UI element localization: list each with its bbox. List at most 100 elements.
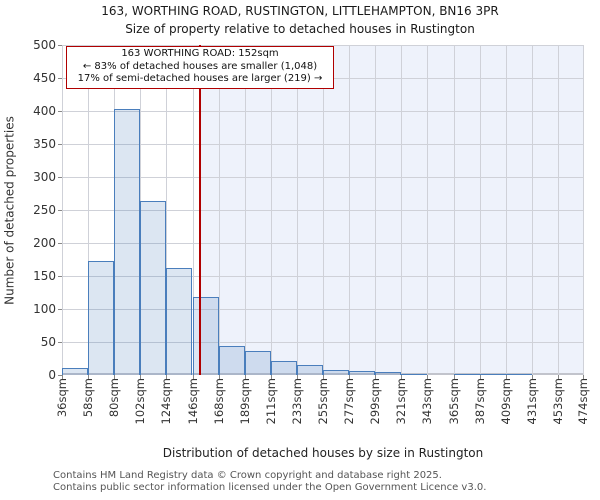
plot-area: 0 50 100 150 200 250 300 350 400 450 500 36sqm 58sqm… — [33, 38, 590, 424]
y-tick-label: 250 — [33, 203, 56, 217]
y-tick-mark — [58, 243, 62, 244]
histogram-bar — [375, 372, 402, 375]
x-gridline — [531, 45, 533, 375]
y-tick-mark — [58, 210, 62, 211]
histogram-bar — [88, 261, 115, 375]
x-tick-label: 80sqm — [107, 378, 122, 418]
x-tick-mark — [583, 375, 584, 379]
x-tick-label: 168sqm — [211, 378, 226, 425]
x-tick-mark — [323, 375, 324, 379]
x-tick-label: 453sqm — [550, 378, 565, 425]
x-tick-mark — [375, 375, 377, 379]
annotation-line-3: 17% of semi-detached houses are larger (… — [77, 73, 323, 85]
x-tick-mark — [192, 375, 194, 379]
x-tick-mark — [557, 375, 559, 379]
x-gridline — [270, 45, 272, 375]
x-gridline — [583, 45, 584, 375]
histogram-bar — [401, 373, 428, 375]
histogram-bar — [218, 345, 245, 375]
x-gridline — [218, 45, 220, 375]
y-tick-mark — [58, 177, 62, 178]
footer-line-1: Contains HM Land Registry data © Crown c… — [53, 470, 442, 481]
y-tick-mark — [58, 78, 62, 79]
chart-subtitle: Size of property relative to detached ho… — [125, 22, 475, 36]
x-gridline — [192, 45, 194, 375]
histogram-bar — [192, 297, 219, 375]
histogram-bar — [114, 109, 141, 375]
y-tick-label: 200 — [33, 236, 56, 250]
x-tick-mark — [114, 375, 116, 379]
y-tick-mark — [58, 375, 62, 376]
x-tick-label: 431sqm — [524, 378, 539, 425]
x-gridline — [296, 45, 298, 375]
annotation-box: 163 WORTHING ROAD: 152sqm ← 83% of detac… — [66, 46, 334, 89]
annotation-line-1: 163 WORTHING ROAD: 152sqm — [121, 48, 279, 59]
x-tick-mark — [453, 375, 455, 379]
x-tick-mark — [88, 375, 90, 379]
y-tick-mark — [58, 144, 62, 145]
chart-title: 163, WORTHING ROAD, RUSTINGTON, LITTLEHA… — [101, 4, 499, 18]
y-tick-mark — [58, 45, 62, 46]
x-tick-label: 277sqm — [342, 378, 357, 425]
x-tick-label: 58sqm — [81, 378, 96, 418]
x-tick-mark — [166, 375, 168, 379]
histogram-bar — [244, 351, 271, 375]
x-gridline — [349, 45, 351, 375]
x-gridline — [88, 45, 90, 375]
histogram-bar — [323, 369, 350, 375]
x-gridline — [62, 45, 63, 375]
y-tick-mark — [58, 342, 62, 343]
y-tick-label: 350 — [33, 137, 56, 151]
x-tick-mark — [218, 375, 220, 379]
x-gridline — [323, 45, 324, 375]
histogram-bar — [349, 371, 376, 375]
x-tick-mark — [427, 375, 429, 379]
x-tick-mark — [401, 375, 403, 379]
x-tick-label: 36sqm — [55, 378, 69, 418]
y-tick-mark — [58, 111, 62, 112]
x-tick-label: 102sqm — [133, 378, 148, 425]
y-tick-label: 150 — [33, 269, 56, 283]
x-tick-mark — [244, 375, 246, 379]
x-tick-label: 409sqm — [498, 378, 513, 425]
x-tick-label: 343sqm — [420, 378, 435, 425]
y-tick-label: 0 — [48, 368, 56, 382]
x-gridline — [375, 45, 377, 375]
x-gridline — [557, 45, 559, 375]
y-tick-label: 100 — [33, 302, 56, 316]
y-tick-label: 50 — [40, 335, 56, 349]
x-tick-mark — [531, 375, 533, 379]
x-tick-label: 255sqm — [316, 378, 330, 425]
histogram-bar — [479, 373, 506, 375]
annotation-line-2: ← 83% of detached houses are smaller (1,… — [82, 60, 318, 72]
y-tick-mark — [58, 309, 62, 310]
histogram-bar — [166, 268, 193, 375]
x-tick-label: 299sqm — [368, 378, 383, 425]
x-tick-label: 233sqm — [289, 378, 304, 425]
x-tick-mark — [270, 375, 272, 379]
histogram-bar — [62, 367, 89, 375]
histogram-bar — [140, 201, 167, 375]
footer: Contains HM Land Registry data © Crown c… — [53, 470, 593, 493]
y-tick-label: 450 — [33, 71, 56, 85]
x-tick-mark — [349, 375, 351, 379]
y-tick-label: 300 — [33, 170, 56, 184]
x-tick-label: 474sqm — [576, 378, 590, 425]
y-tick-label: 400 — [33, 104, 56, 118]
x-axis-title: Distribution of detached houses by size … — [162, 446, 484, 460]
x-gridline — [427, 45, 429, 375]
x-gridline — [505, 45, 507, 375]
x-tick-label: 124sqm — [159, 378, 174, 425]
x-tick-mark — [62, 375, 63, 379]
x-gridline — [453, 45, 455, 375]
x-tick-label: 387sqm — [472, 378, 487, 425]
x-tick-label: 146sqm — [185, 378, 200, 425]
x-tick-mark — [296, 375, 298, 379]
x-gridline — [479, 45, 481, 375]
y-tick-label: 500 — [33, 38, 56, 52]
x-gridline — [401, 45, 403, 375]
x-tick-label: 321sqm — [394, 378, 409, 425]
y-tick-mark — [58, 276, 62, 277]
footer-line-2: Contains public sector information licen… — [53, 481, 487, 493]
